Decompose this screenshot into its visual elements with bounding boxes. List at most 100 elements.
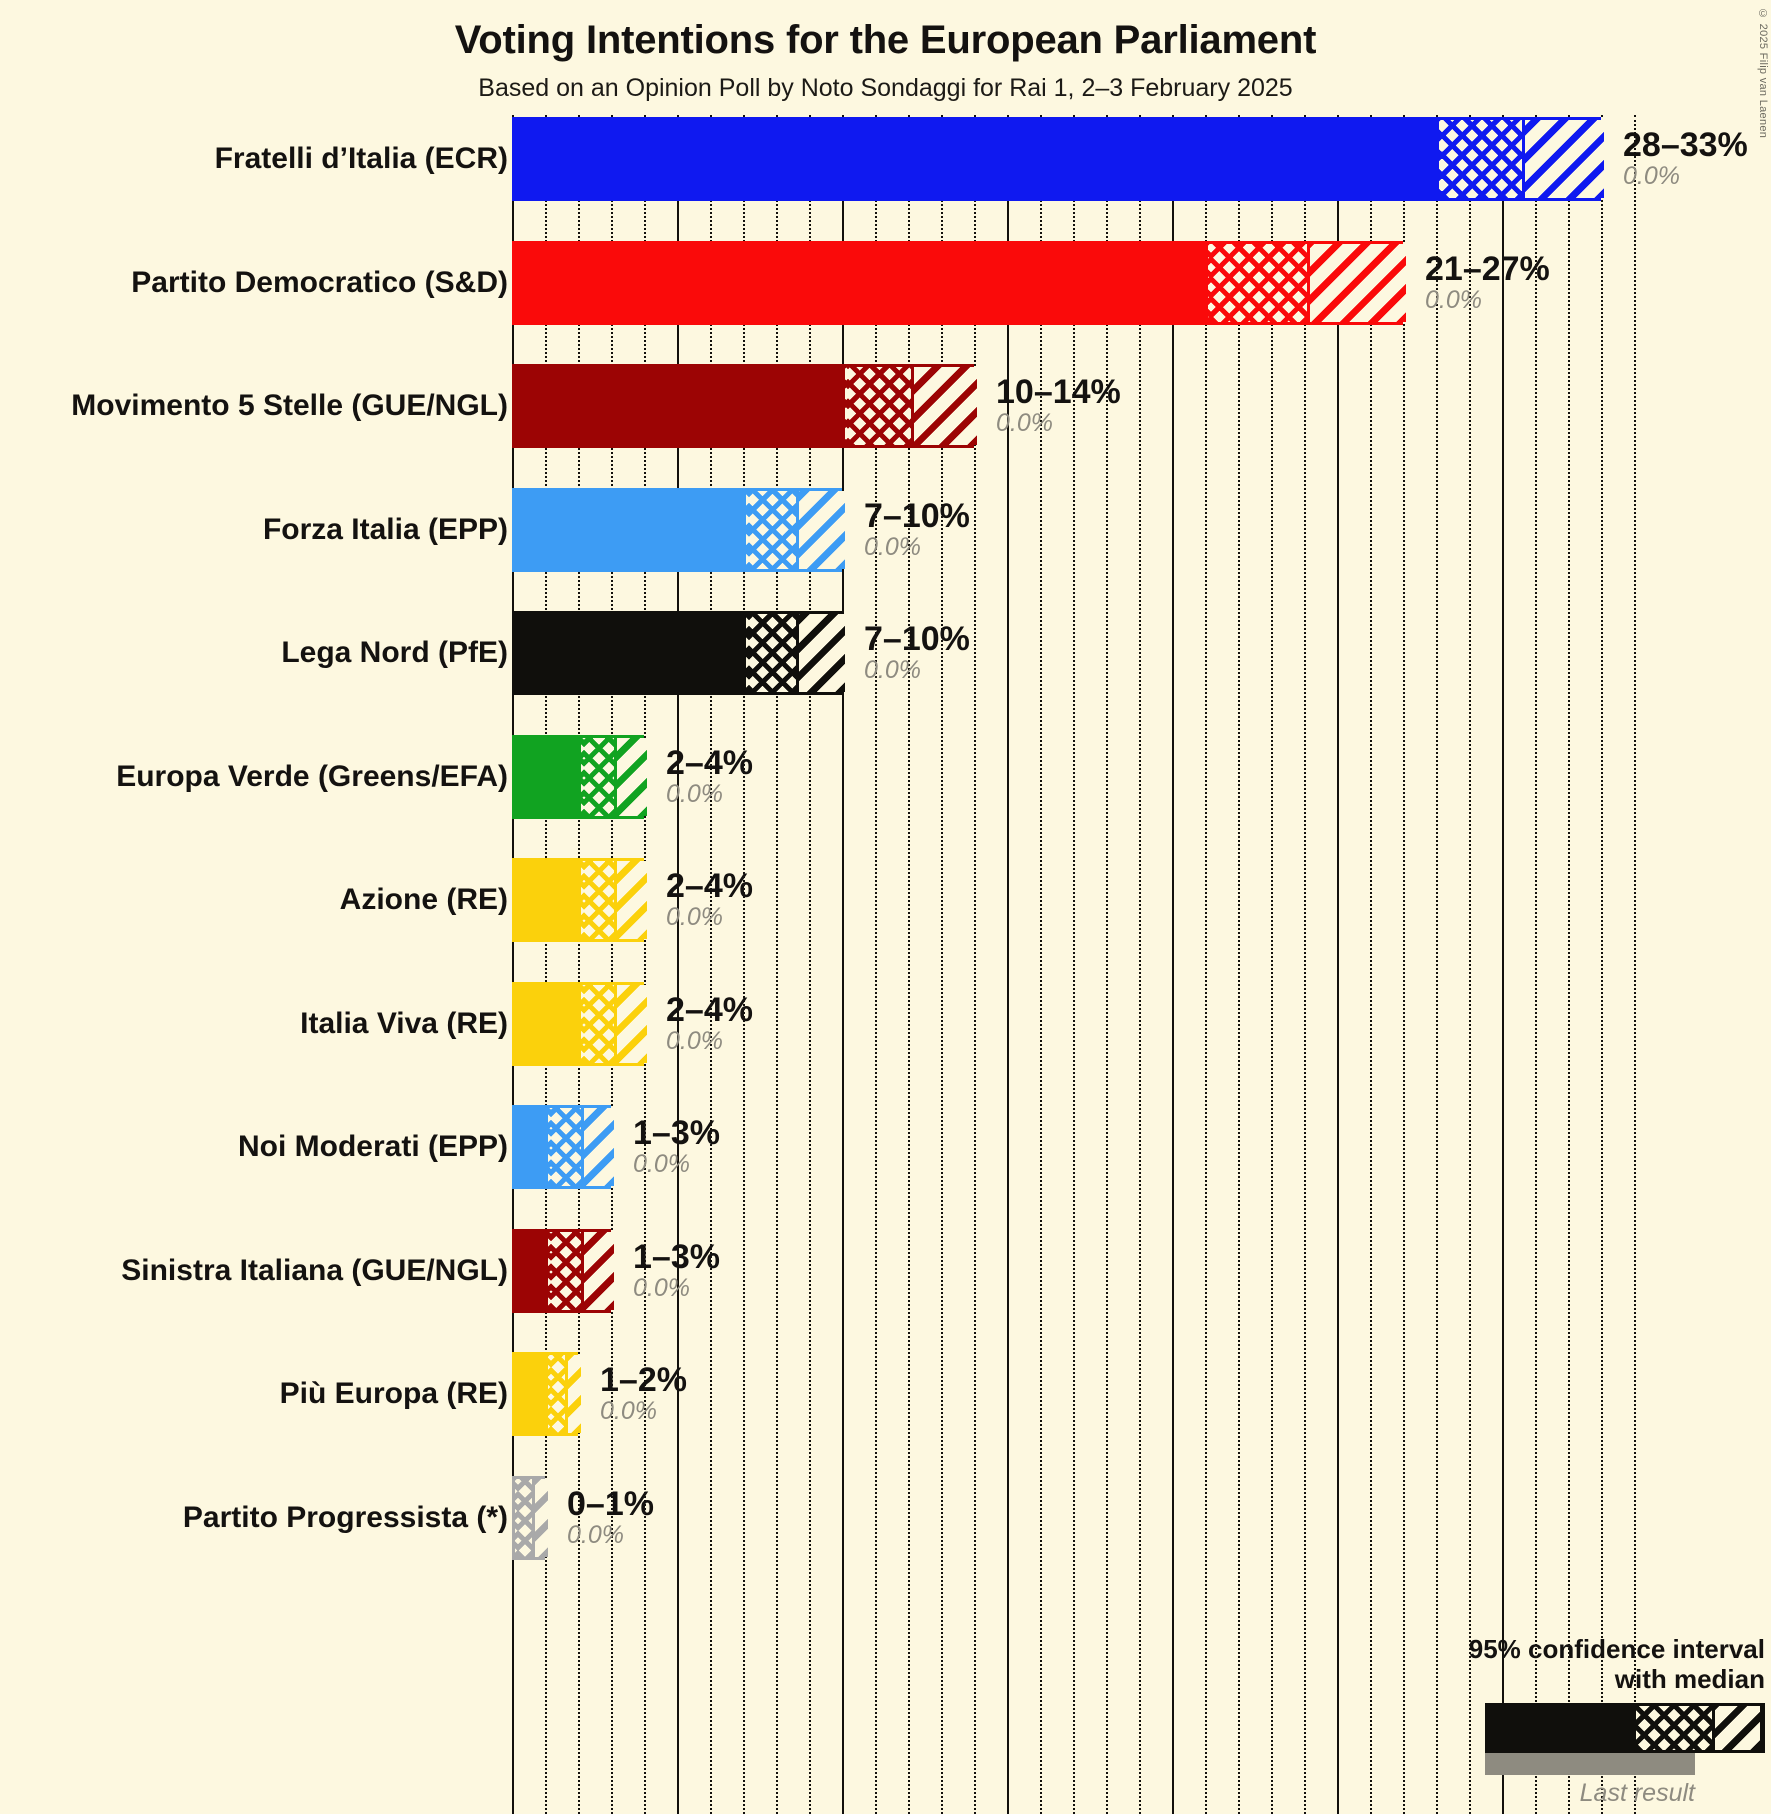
gridline-minor — [1535, 115, 1537, 1814]
bar-solid-segment — [515, 1355, 548, 1433]
last-result-value: 0.0% — [1425, 285, 1482, 314]
bar-diagonal-segment — [795, 490, 845, 569]
bar-row: Partito Progressista (*) 0–1% 0.0% — [183, 1475, 1771, 1560]
gridline-minor — [1238, 115, 1240, 1814]
page-subtitle: Based on an Opinion Poll by Noto Sondagg… — [478, 74, 1293, 102]
bar-row: Fratelli d’Italia (ECR) 28–33% 0.0% — [215, 117, 1771, 201]
legend: 95% confidence interval with median Last… — [1369, 1634, 1765, 1808]
gridline-minor — [1271, 115, 1273, 1814]
last-result-value: 0.0% — [666, 1026, 723, 1055]
value-label-group: 10–14% 0.0% — [996, 374, 1121, 437]
bar-row: Partito Democratico (S&D) 21–27% 0.0% — [131, 240, 1771, 325]
interval-value: 21–27% — [1425, 249, 1550, 288]
confidence-interval-bar[interactable] — [512, 734, 647, 819]
last-result-value: 0.0% — [666, 903, 723, 932]
gridline-minor — [1634, 115, 1636, 1814]
bar-diagonal-segment — [531, 1478, 548, 1557]
gridline-minor — [1568, 115, 1570, 1814]
confidence-interval-bar[interactable] — [512, 117, 1604, 201]
page-title: Voting Intentions for the European Parli… — [454, 18, 1317, 62]
bar-row: Italia Viva (RE) 2–4% 0.0% — [300, 981, 1771, 1066]
gridline-minor — [875, 115, 877, 1814]
category-label: Movimento 5 Stelle (GUE/NGL) — [71, 389, 508, 422]
gridline-minor — [1601, 115, 1603, 1814]
confidence-interval-bar[interactable] — [512, 240, 1406, 325]
confidence-interval-bar[interactable] — [512, 364, 977, 448]
category-label: Italia Viva (RE) — [300, 1006, 508, 1040]
bar-solid-segment — [515, 367, 845, 445]
legend-diagonal-segment — [1712, 1706, 1760, 1750]
bar-diagonal-segment — [614, 737, 647, 816]
gridline-minor — [941, 115, 943, 1814]
confidence-interval-bar[interactable] — [512, 1228, 614, 1313]
gridline-major — [1172, 115, 1174, 1814]
legend-line-2: with median — [1614, 1663, 1765, 1694]
category-label: Europa Verde (Greens/EFA) — [116, 759, 508, 793]
bar-crosshatch-segment — [548, 1355, 565, 1433]
gridline-minor — [776, 115, 778, 1814]
last-result-value: 0.0% — [600, 1397, 657, 1426]
bar-diagonal-segment — [581, 1231, 614, 1310]
bar-diagonal-segment — [795, 614, 845, 692]
category-label: Forza Italia (EPP) — [262, 512, 508, 546]
bar-solid-segment — [515, 120, 1439, 198]
gridline-minor — [1106, 115, 1108, 1814]
last-result-value: 0.0% — [666, 779, 723, 808]
last-result-value: 0.0% — [864, 532, 921, 561]
confidence-interval-bar[interactable] — [512, 487, 845, 572]
bar-solid-segment — [515, 737, 581, 816]
bar-solid-segment — [515, 1231, 548, 1310]
gridline-major — [1502, 115, 1504, 1814]
last-result-value: 0.0% — [1623, 162, 1680, 191]
bar-crosshatch-segment — [581, 984, 614, 1063]
gridline-minor — [1073, 115, 1075, 1814]
last-result-value: 0.0% — [633, 1273, 690, 1302]
bar-diagonal-segment — [1521, 120, 1604, 198]
gridline-minor — [611, 115, 613, 1814]
last-result-value: 0.0% — [633, 1150, 690, 1179]
interval-value: 1–3% — [633, 1237, 720, 1276]
category-label: Partito Progressista (*) — [182, 1500, 508, 1534]
interval-value: 1–2% — [600, 1361, 687, 1399]
confidence-interval-bar[interactable] — [512, 858, 647, 942]
gridline-minor — [974, 115, 976, 1814]
bar-crosshatch-segment — [746, 614, 796, 692]
bar-crosshatch-segment — [845, 367, 911, 445]
legend-last-result-bar — [1485, 1753, 1695, 1775]
confidence-interval-bar[interactable] — [512, 1475, 548, 1560]
gridline-minor — [743, 115, 745, 1814]
bar-row: Più Europa (RE) 1–2% 0.0% — [280, 1352, 1771, 1436]
gridline-minor — [545, 115, 547, 1814]
value-label-group: 0–1% 0.0% — [567, 1485, 654, 1549]
value-label-group: 2–4% 0.0% — [666, 991, 753, 1055]
gridline-major — [677, 115, 679, 1814]
confidence-interval-bar[interactable] — [512, 611, 845, 695]
confidence-interval-bar[interactable] — [512, 1105, 614, 1189]
confidence-interval-bar[interactable] — [512, 981, 647, 1066]
category-label: Noi Moderati (EPP) — [237, 1130, 508, 1163]
bar-crosshatch-segment — [746, 490, 796, 569]
gridline-minor — [1304, 115, 1306, 1814]
value-label-group: 7–10% 0.0% — [864, 621, 970, 684]
gridline-minor — [578, 115, 580, 1814]
value-label-group: 21–27% 0.0% — [1425, 249, 1550, 314]
category-label: Sinistra Italiana (GUE/NGL) — [121, 1253, 508, 1287]
bar-row: Lega Nord (PfE) 7–10% 0.0% — [281, 611, 1771, 695]
bar-crosshatch-segment — [548, 1231, 581, 1310]
interval-value: 2–4% — [666, 743, 753, 782]
gridline-minor — [1403, 115, 1405, 1814]
bar-row: Sinistra Italiana (GUE/NGL) 1–3% 0.0% — [121, 1228, 1771, 1313]
bar-diagonal-segment — [614, 861, 647, 939]
bar-diagonal-segment — [564, 1355, 581, 1433]
interval-value: 7–10% — [864, 620, 970, 658]
value-label-group: 1–3% 0.0% — [633, 1115, 720, 1178]
confidence-interval-bar[interactable] — [512, 1352, 581, 1436]
gridline-major — [1007, 115, 1009, 1814]
category-label: Partito Democratico (S&D) — [131, 265, 508, 299]
bar-diagonal-segment — [1307, 243, 1406, 322]
bar-diagonal-segment — [581, 1108, 614, 1186]
gridline-major — [1337, 115, 1339, 1814]
bar-solid-segment — [515, 614, 746, 692]
bar-row: Movimento 5 Stelle (GUE/NGL) 10–14% 0.0% — [71, 364, 1771, 448]
